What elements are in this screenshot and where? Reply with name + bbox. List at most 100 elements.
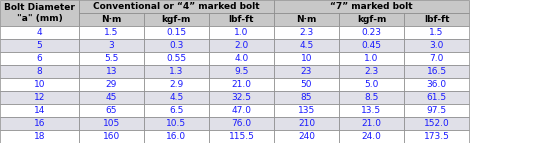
Text: lbf-ft: lbf-ft [424, 15, 449, 24]
Bar [209, 130, 274, 143]
Text: 6: 6 [37, 54, 42, 63]
Bar [209, 104, 274, 117]
Text: 160: 160 [103, 132, 120, 141]
Text: 1.5: 1.5 [104, 28, 118, 37]
Bar [144, 39, 209, 52]
Text: N·m: N·m [296, 15, 317, 24]
Text: 61.5: 61.5 [426, 93, 447, 102]
Bar [339, 26, 404, 39]
Text: 0.23: 0.23 [361, 28, 382, 37]
Bar [144, 130, 209, 143]
Text: 10: 10 [34, 80, 45, 89]
Text: Conventional or “4” marked bolt: Conventional or “4” marked bolt [93, 2, 260, 11]
Text: 16.5: 16.5 [426, 67, 447, 76]
Text: 210: 210 [298, 119, 315, 128]
Bar [209, 91, 274, 104]
Bar [144, 91, 209, 104]
Bar [404, 39, 469, 52]
Bar [404, 91, 469, 104]
Text: 4.5: 4.5 [300, 41, 313, 50]
Text: 85: 85 [301, 93, 312, 102]
Text: kgf-m: kgf-m [161, 15, 191, 24]
Text: Bolt Diameter
"a" (mm): Bolt Diameter "a" (mm) [4, 3, 75, 23]
Bar [79, 26, 144, 39]
Text: 97.5: 97.5 [426, 106, 447, 115]
Bar [209, 39, 274, 52]
Bar [0, 130, 79, 143]
Text: 13: 13 [106, 67, 117, 76]
Bar [339, 52, 404, 65]
Bar [79, 39, 144, 52]
Bar [0, 78, 79, 91]
Text: 2.9: 2.9 [169, 80, 183, 89]
Bar [339, 130, 404, 143]
Text: 9.5: 9.5 [235, 67, 248, 76]
Bar [274, 91, 339, 104]
Text: 6.5: 6.5 [169, 106, 183, 115]
Text: kgf-m: kgf-m [357, 15, 386, 24]
Bar [0, 65, 79, 78]
Bar [339, 13, 404, 26]
Text: 24.0: 24.0 [361, 132, 382, 141]
Bar [144, 78, 209, 91]
Bar [404, 104, 469, 117]
Text: 12: 12 [34, 93, 45, 102]
Bar [0, 26, 79, 39]
Bar [79, 52, 144, 65]
Bar [274, 26, 339, 39]
Text: 3.0: 3.0 [430, 41, 443, 50]
Bar [404, 13, 469, 26]
Text: 0.45: 0.45 [361, 41, 382, 50]
Bar [274, 104, 339, 117]
Text: lbf-ft: lbf-ft [229, 15, 254, 24]
Text: 0.3: 0.3 [169, 41, 183, 50]
Bar [339, 65, 404, 78]
Text: 21.0: 21.0 [231, 80, 252, 89]
Bar [339, 104, 404, 117]
Text: 29: 29 [106, 80, 117, 89]
Text: 1.0: 1.0 [235, 28, 248, 37]
Text: 2.3: 2.3 [300, 28, 313, 37]
Text: 16: 16 [34, 119, 45, 128]
Text: 105: 105 [103, 119, 120, 128]
Bar [0, 117, 79, 130]
Text: 14: 14 [34, 106, 45, 115]
Bar [0, 52, 79, 65]
Text: 16.0: 16.0 [166, 132, 187, 141]
Text: 21.0: 21.0 [361, 119, 382, 128]
Bar [209, 26, 274, 39]
Bar [404, 52, 469, 65]
Bar [404, 78, 469, 91]
Bar [339, 91, 404, 104]
Text: “7” marked bolt: “7” marked bolt [330, 2, 413, 11]
Text: 135: 135 [298, 106, 315, 115]
Text: 18: 18 [34, 132, 45, 141]
Bar [144, 52, 209, 65]
Text: 2.0: 2.0 [235, 41, 248, 50]
Bar [339, 78, 404, 91]
Bar [79, 13, 144, 26]
Bar [339, 39, 404, 52]
Bar [274, 117, 339, 130]
Text: 2.3: 2.3 [365, 67, 378, 76]
Text: 0.55: 0.55 [166, 54, 187, 63]
Bar [79, 65, 144, 78]
Text: N·m: N·m [101, 15, 122, 24]
Text: 8: 8 [37, 67, 42, 76]
Bar [209, 78, 274, 91]
Bar [144, 117, 209, 130]
Text: 36.0: 36.0 [426, 80, 447, 89]
Text: 1.5: 1.5 [430, 28, 443, 37]
Text: 8.5: 8.5 [365, 93, 378, 102]
Text: 47.0: 47.0 [231, 106, 252, 115]
Bar [0, 91, 79, 104]
Bar [209, 117, 274, 130]
Bar [274, 0, 469, 13]
Text: 5.0: 5.0 [365, 80, 378, 89]
Text: 45: 45 [106, 93, 117, 102]
Bar [144, 13, 209, 26]
Bar [209, 65, 274, 78]
Bar [274, 78, 339, 91]
Text: 4.0: 4.0 [235, 54, 248, 63]
Text: 32.5: 32.5 [231, 93, 252, 102]
